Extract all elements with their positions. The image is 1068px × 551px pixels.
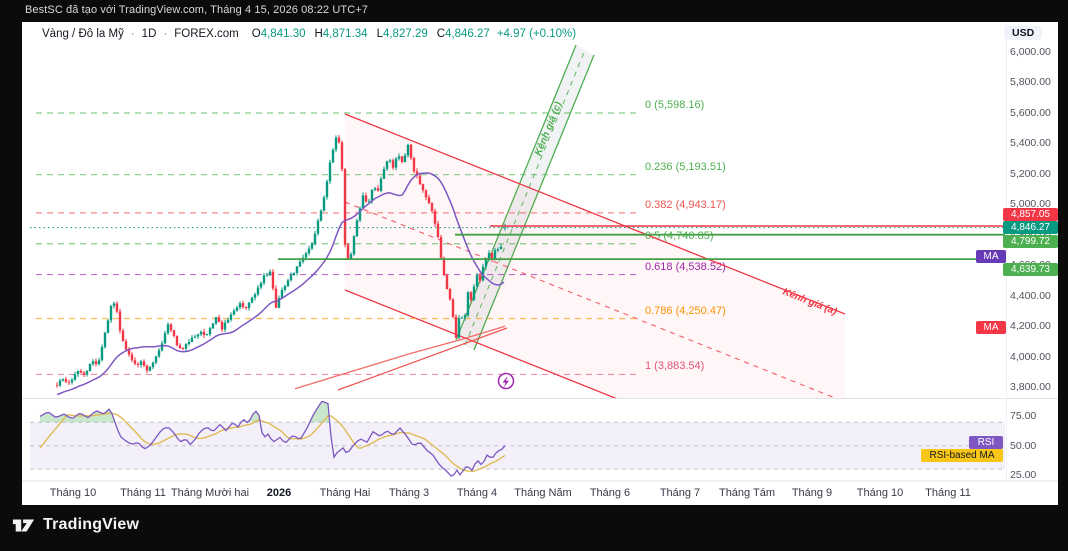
channel-line[interactable]: [344, 289, 845, 490]
time-axis-label: Tháng 11: [120, 487, 166, 499]
time-axis-label: Tháng Mười hai: [170, 487, 250, 499]
price-axis-label: 4,200.00: [1010, 320, 1051, 333]
ohlc-item: O4,841.30: [251, 28, 306, 40]
interval-label[interactable]: 1D: [141, 28, 157, 40]
trendline[interactable]: [337, 327, 508, 391]
price-tag: 4,639.73: [1003, 263, 1058, 277]
channel-line[interactable]: [455, 44, 577, 341]
price-tag: 4,799.72: [1003, 234, 1058, 248]
fast-ma-line: [56, 172, 505, 396]
rsi-axis-label: 50.00: [1010, 439, 1037, 452]
channel-midline: [464, 49, 586, 346]
separator: ·: [163, 28, 168, 40]
time-axis-label: Tháng Tám: [718, 487, 776, 499]
rsi-indicator-badge: RSI-based MA: [921, 449, 1003, 463]
ohlc-item: H4,871.34: [314, 28, 368, 40]
attribution-bar: BestSC đã tạo với TradingView.com, Tháng…: [25, 4, 369, 16]
flash-idea-icon[interactable]: [497, 372, 515, 390]
fib-level-label: 0.5 (4,740.85): [645, 229, 714, 242]
chart-card: [22, 22, 1058, 505]
fib-level-label: 0.786 (4,250.47): [645, 305, 726, 317]
ohlc-values: O4,841.30 H4,871.34 L4,827.29 C4,846.27: [252, 28, 490, 40]
price-axis-label: 3,800.00: [1010, 381, 1051, 394]
time-axis-label: Tháng 6: [589, 487, 631, 499]
ma-value-badge: MA: [976, 320, 1006, 334]
rsi-overbought-fill: [40, 401, 330, 423]
time-axis-label: 2026: [266, 487, 292, 499]
fib-level-label: 0.382 (4,943.17): [645, 198, 726, 211]
tradingview-logo-text: TradingView: [43, 516, 140, 533]
channel-fill: [345, 114, 845, 399]
rsi-axis-label: 25.00: [1010, 468, 1037, 481]
tradingview-logo-icon: [12, 519, 35, 532]
price-axis-label: 4,400.00: [1010, 289, 1051, 302]
price-axis-label: 4,000.00: [1010, 350, 1051, 363]
rsi-line: [39, 401, 506, 477]
fib-level-label: 0.236 (5,193.51): [645, 160, 726, 173]
price-tag: 4,857.05: [1003, 207, 1058, 221]
price-axis-label: 5,000.00: [1010, 198, 1051, 211]
time-axis-label: Tháng Năm: [514, 487, 572, 499]
rsi-axis-label: 75.00: [1010, 410, 1037, 423]
time-axis-label: Tháng 3: [388, 487, 430, 499]
rsi-indicator-badge: RSI: [969, 435, 1003, 449]
time-axis-label: Tháng 9: [791, 487, 833, 499]
ohlc-item: C4,846.27: [436, 28, 490, 40]
channel-line[interactable]: [344, 113, 846, 315]
fib-level-label: 1 (3,883.54): [645, 360, 704, 372]
candlestick-series[interactable]: [55, 135, 507, 388]
price-axis-label: 6,000.00: [1010, 45, 1051, 58]
rsi-ma-line: [39, 412, 506, 473]
channel-fill: [456, 45, 594, 350]
separator: ·: [130, 28, 135, 40]
fib-level-label: 0 (5,598.16): [645, 98, 705, 111]
time-axis-label: Tháng Hai: [319, 487, 371, 499]
fib-level-label: 0.618 (4,538.52): [645, 261, 726, 273]
ohlc-item: L4,827.29: [376, 28, 428, 40]
time-axis-label: Tháng 11: [925, 487, 971, 499]
price-axis-label: 5,800.00: [1010, 76, 1051, 89]
time-axis-label: Tháng 10: [49, 487, 97, 499]
price-axis-label: 5,400.00: [1010, 137, 1051, 150]
price-axis-label: 5,600.00: [1010, 106, 1051, 119]
currency-toggle-button[interactable]: USD: [1004, 26, 1043, 40]
slow-ma-line: [294, 325, 506, 390]
symbol-header: Vàng / Đô la Mỹ · 1D · FOREX.com O4,841.…: [42, 28, 576, 40]
time-axis-label: Tháng 10: [856, 487, 904, 499]
ma-value-badge: MA: [976, 249, 1006, 263]
channel-line[interactable]: [473, 54, 595, 351]
price-axis-label: 5,200.00: [1010, 167, 1051, 180]
price-tag: 4,846.27: [1003, 221, 1058, 235]
time-axis-label: Tháng 4: [456, 487, 498, 499]
symbol-title[interactable]: Vàng / Đô la Mỹ: [42, 28, 124, 40]
change-value: +4.97 (+0.10%): [496, 28, 577, 40]
venue-label[interactable]: FOREX.com: [174, 28, 239, 40]
time-axis-label: Tháng 7: [659, 487, 701, 499]
tradingview-logo[interactable]: TradingView: [12, 514, 139, 536]
